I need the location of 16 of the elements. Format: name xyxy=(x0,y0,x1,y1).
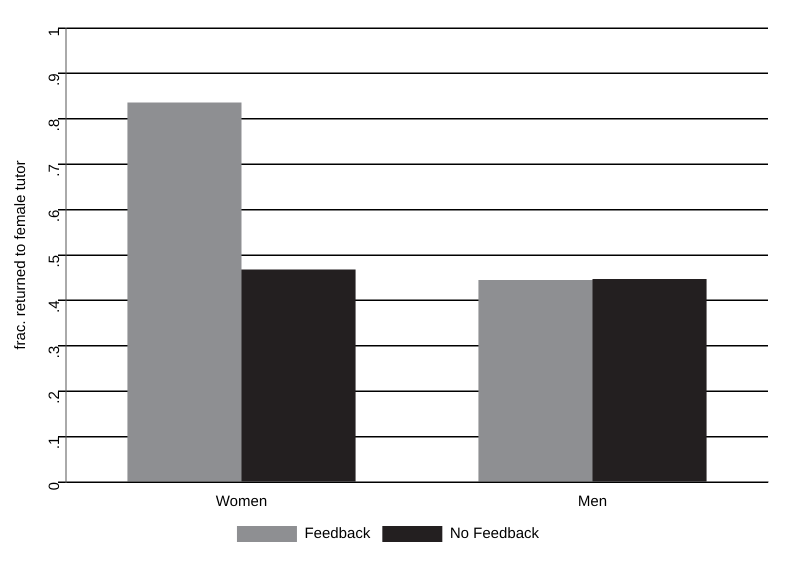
y-tick-label: .7 xyxy=(46,164,64,177)
y-tick-label: .2 xyxy=(46,391,64,404)
y-tick-label: .9 xyxy=(46,73,64,86)
y-tick-label: 1 xyxy=(46,28,64,36)
y-tick-label: .1 xyxy=(46,436,64,450)
y-tick-label: .5 xyxy=(46,255,64,268)
x-tick-label: Men xyxy=(578,493,608,510)
y-axis-title: frac. returned to female tutor xyxy=(12,160,30,350)
y-tick-label: .6 xyxy=(46,210,64,222)
y-tick-label: .4 xyxy=(46,300,64,313)
y-tick-label: .8 xyxy=(46,118,64,132)
legend-label: Feedback xyxy=(304,525,371,542)
y-tick-label: 0 xyxy=(46,482,64,490)
y-tick-label: .3 xyxy=(46,346,64,358)
legend-label: No Feedback xyxy=(450,525,540,542)
x-tick-label: Women xyxy=(216,493,268,510)
